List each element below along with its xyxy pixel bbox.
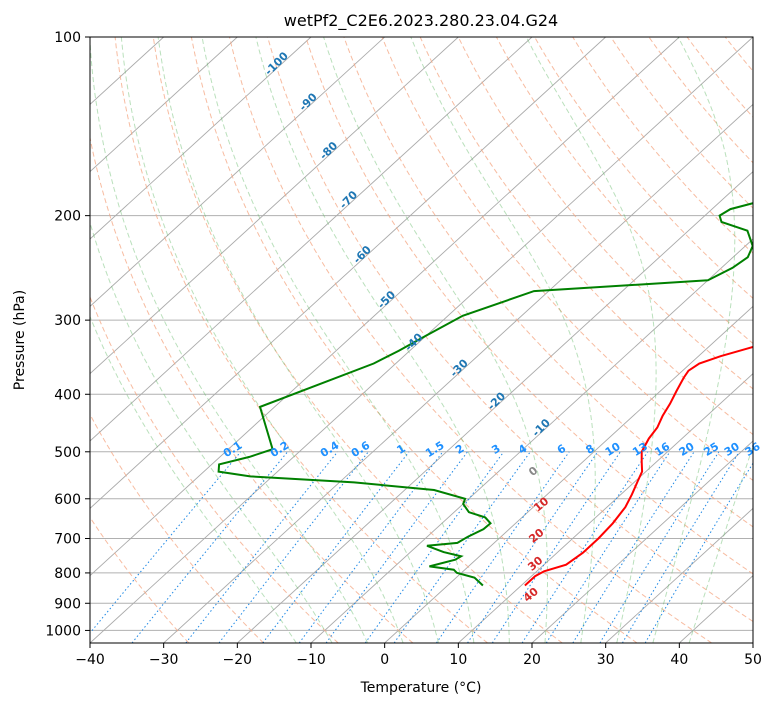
mixing-ratio-line [298, 451, 444, 643]
x-tick-label: 50 [744, 652, 762, 668]
mixing-ratio-line [491, 451, 621, 643]
moist-adiabat [323, 37, 548, 643]
x-tick-label: −20 [223, 652, 253, 668]
chart-title: wetPf2_C2E6.2023.280.23.04.G24 [284, 11, 558, 31]
dry-adiabat [495, 37, 753, 345]
dry-adiabat [610, 37, 753, 209]
dry-adiabat [90, 295, 339, 643]
isotherm-gridline [90, 37, 385, 307]
dry-adiabat [114, 37, 488, 643]
mixing-ratio-line [131, 451, 288, 643]
plot-frame [89, 36, 754, 644]
moist-adiabat [255, 37, 510, 643]
moist-adiabat [410, 37, 596, 643]
moist-adiabat [688, 444, 753, 643]
x-tick-label: −10 [296, 652, 326, 668]
dry-adiabat [90, 135, 414, 643]
dewpoint-profile-line [217, 202, 753, 587]
isotherm-gridline [605, 507, 753, 643]
isotherm-gridline [90, 37, 459, 375]
isotherm-gridline [90, 37, 606, 509]
dry-adiabat [381, 37, 753, 482]
mixing-ratio-line [262, 451, 410, 643]
x-tick-label: 30 [597, 652, 615, 668]
isotherm-gridline [90, 37, 753, 643]
mixing-ratio-line [644, 462, 753, 643]
x-tick-label: 40 [670, 652, 688, 668]
dry-adiabat [152, 37, 563, 643]
dry-adiabat [267, 37, 753, 623]
dry-adiabat [190, 37, 638, 643]
y-tick-label: 1000 [45, 623, 81, 639]
moist-adiabat [90, 37, 369, 643]
dry-adiabat [305, 37, 753, 575]
y-tick-label: 800 [54, 566, 81, 582]
y-axis-label: Pressure (hPa) [12, 290, 28, 390]
y-tick-label: 200 [54, 209, 81, 225]
mixing-ratio-line [435, 451, 570, 643]
mixing-ratio-line [364, 451, 505, 643]
x-tick-label: 20 [523, 652, 541, 668]
dry-adiabat [90, 516, 190, 643]
x-axis-label: Temperature (°C) [360, 680, 482, 696]
mixing-ratio-line [545, 451, 671, 643]
mixing-ratio-line [521, 451, 649, 643]
axes: −40 −30 −20 −10 0 10 20 30 40 50 100 200 300 400 500 60… [45, 30, 762, 668]
isotherm-gridline [237, 171, 753, 643]
dry-adiabat [229, 37, 712, 643]
isotherm-gridline [163, 103, 753, 643]
moist-adiabat [90, 220, 333, 643]
mixing-ratio-line [185, 451, 338, 643]
y-tick-label: 700 [54, 532, 81, 548]
moist-adiabat [120, 37, 404, 643]
dry-adiabat [343, 37, 753, 528]
mixing-ratio-line [572, 451, 695, 643]
moist-adiabat [652, 37, 736, 643]
dry-adiabat [648, 37, 753, 164]
y-tick-label: 900 [54, 596, 81, 612]
isotherm-gridline [90, 37, 533, 442]
isotherm-gridline [384, 305, 753, 643]
y-tick-label: 300 [54, 313, 81, 329]
y-tick-label: 100 [54, 30, 81, 46]
moist-adiabat [157, 37, 439, 643]
mixing-ratio-line [467, 451, 599, 643]
mixing-ratio-line [325, 451, 468, 643]
y-tick-label: 500 [54, 445, 81, 461]
moist-adiabat [90, 315, 297, 643]
x-tick-label: 10 [449, 652, 467, 668]
x-tick-label: 0 [380, 652, 389, 668]
dry-adiabat [457, 37, 753, 390]
isotherm-gridline [90, 37, 680, 577]
isotherm-gridline [531, 440, 753, 643]
dry-adiabat [419, 37, 753, 436]
mixing-ratio-line [621, 451, 740, 643]
temperature-profile-line [524, 345, 753, 587]
mixing-ratio-line [393, 451, 531, 643]
isotherm-gridline [458, 373, 753, 643]
y-tick-label: 400 [54, 387, 81, 403]
mixing-ratio-line [90, 451, 242, 634]
isotherm-gridline [90, 37, 312, 240]
x-tick-label: −30 [149, 652, 179, 668]
isotherm-gridline [90, 37, 238, 173]
moist-adiabat [201, 37, 475, 643]
x-tick-label: −40 [75, 652, 105, 668]
plot-area [90, 37, 753, 643]
y-tick-label: 600 [54, 492, 81, 508]
